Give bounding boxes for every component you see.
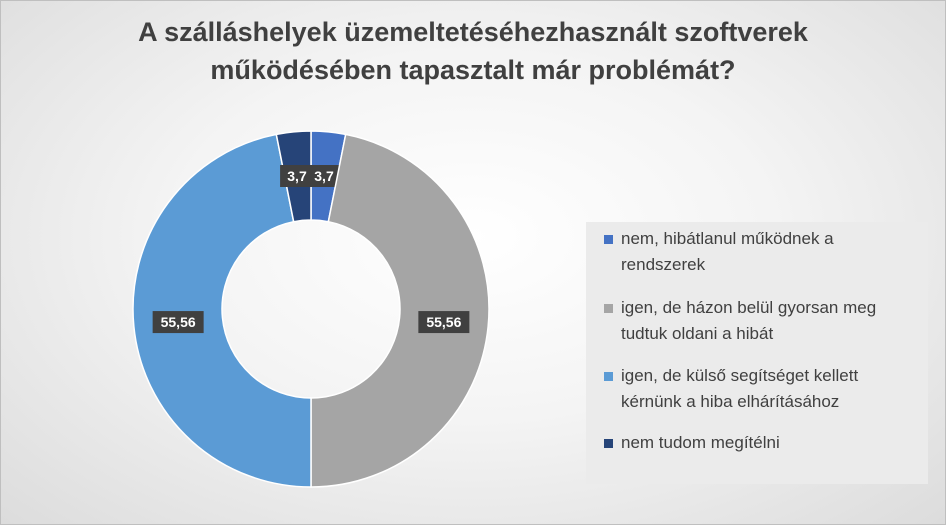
data-label-igen-hazon-belul: 55,56 (418, 311, 470, 334)
legend-label: kérnünk a hiba elhárításához (621, 392, 840, 411)
data-label-box (280, 165, 314, 187)
legend-item-igen-hazon-belul[interactable]: igen, de házon belül gyorsan meg tudtuk o… (604, 295, 916, 347)
legend-item-nem-hibatlanul[interactable]: nem, hibátlanul működnek a rendszerek (604, 226, 916, 278)
legend-label: rendszerek (621, 255, 706, 274)
data-label-nem-hibatlanul: 3,7 (307, 165, 341, 187)
slice-igen-kulso-segitseg[interactable] (132, 133, 312, 488)
legend-label: igen, de házon belül gyorsan meg (621, 298, 877, 317)
chart-title-line-2: működésében tapasztalt már problémát? (210, 55, 736, 85)
legend-label: nem tudom megítélni (621, 433, 780, 452)
data-label-box (307, 165, 341, 187)
data-label-nem-tudom: 3,7 (280, 165, 314, 187)
data-label-box (152, 311, 204, 334)
legend-swatch (604, 304, 613, 313)
data-label-igen-kulso-segitseg: 55,56 (152, 311, 204, 334)
chart-title-line-1: A szálláshelyek üzemeltetéséhezhasznált … (138, 17, 808, 47)
legend-item-nem-tudom[interactable]: nem tudom megítélni (604, 430, 916, 456)
legend-label: tudtuk oldani a hibát (621, 324, 774, 343)
legend-label: igen, de külső segítséget kellett (621, 366, 859, 385)
legend-item-igen-kulso-segitseg[interactable]: igen, de külső segítséget kellett kérnünk… (604, 363, 916, 415)
data-label-text: 55,56 (426, 314, 461, 330)
legend-swatch (604, 439, 613, 448)
slice-igen-hazon-belul[interactable] (310, 133, 490, 488)
data-label-text: 3,7 (287, 168, 307, 184)
legend-label: nem, hibátlanul működnek a (621, 229, 834, 248)
data-label-text: 55,56 (161, 314, 196, 330)
data-label-box (418, 311, 470, 334)
chart-title: A szálláshelyek üzemeltetéséhezhasznált … (61, 13, 885, 89)
legend-swatch (604, 235, 613, 244)
chart-legend: nem, hibátlanul működnek a rendszerek igen… (586, 222, 928, 484)
data-label-text: 3,7 (314, 168, 334, 184)
legend-swatch (604, 372, 613, 381)
